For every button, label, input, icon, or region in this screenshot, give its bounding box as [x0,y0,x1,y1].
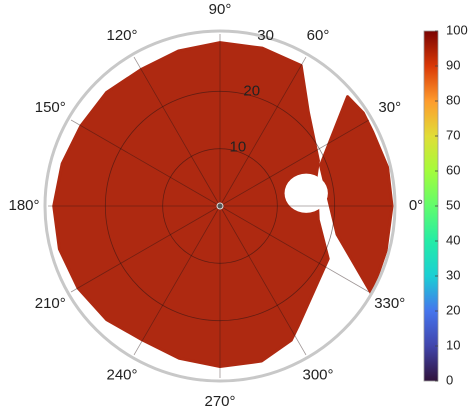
r-tick-label: 30 [257,27,274,44]
r-tick-label: 20 [243,83,260,100]
colorbar-tick-label: 20 [446,302,460,317]
center-marker [216,202,224,210]
theta-tick-label: 240° [106,367,137,384]
colorbar-tick-label: 60 [446,162,460,177]
grid-spoke [219,205,307,356]
colorbar-tick-label: 10 [446,337,460,352]
grid-spoke [133,205,221,356]
colorbar-tick-label: 30 [446,267,460,282]
colorbar-tick-label: 70 [446,127,460,142]
theta-tick-label: 120° [106,27,137,44]
grid-circle [104,90,336,322]
theta-tick-label: 150° [35,99,66,116]
data-layer [52,41,394,369]
grid-spoke [70,205,221,293]
theta-tick-label: 180° [8,197,39,214]
theta-tick-label: 300° [302,367,333,384]
grid-spoke [219,205,370,293]
data-region [52,41,330,369]
data-region [318,95,394,295]
theta-tick-label: 210° [35,295,66,312]
theta-tick-label: 0° [409,197,423,214]
grid-spoke [219,56,307,207]
theta-tick-label: 270° [204,393,235,410]
grid-spoke [70,119,221,207]
grid-circle [162,148,278,264]
hole [284,173,328,213]
colorbar-tick-label: 80 [446,92,460,107]
colorbar-tick-label: 100 [446,22,468,37]
r-tick-label: 10 [230,138,247,155]
theta-tick-label: 90° [209,1,232,18]
theta-tick-label: 330° [374,295,405,312]
grid-spoke [133,56,221,207]
colorbar-tick-label: 0 [446,372,453,387]
colorbar-tick-label: 90 [446,57,460,72]
grid-spoke [219,119,370,207]
grid-layer [43,29,397,383]
outer-ring [43,29,397,383]
theta-tick-label: 60° [307,27,330,44]
label-layer: 1020300°30°60°90°120°150°180°210°240°270… [8,1,467,410]
colorbar-tick-label: 40 [446,232,460,247]
colorbar-tick-label: 50 [446,197,460,212]
theta-tick-label: 30° [378,99,401,116]
